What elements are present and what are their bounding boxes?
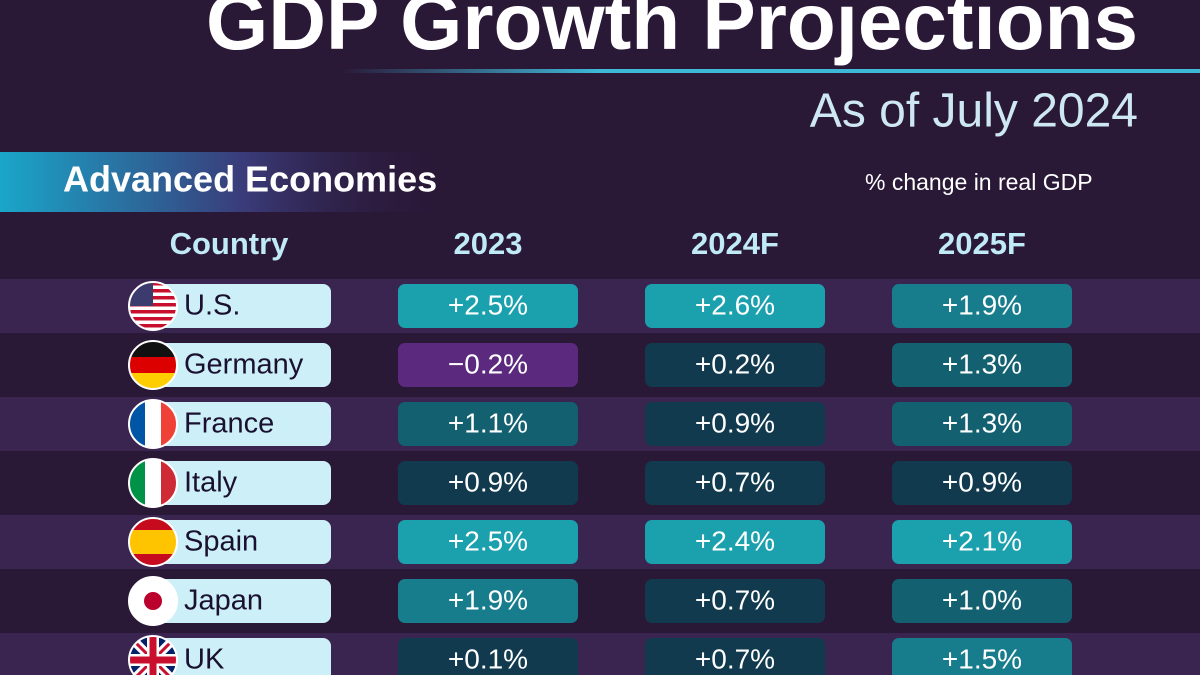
title-rule [340,69,1200,73]
value-pill [645,520,825,564]
value: +0.7% [695,584,775,615]
flag [129,341,177,389]
flag [129,577,177,625]
flag-stripe [129,310,177,314]
value: +0.9% [695,407,775,438]
value-pill [892,638,1072,675]
value-pill [398,343,578,387]
value-pill [892,402,1072,446]
flag-ring [128,399,178,449]
country-pill [150,638,331,675]
value: +0.1% [448,643,528,674]
value: +0.2% [695,348,775,379]
value: +0.9% [942,466,1022,497]
flag-stripe [145,400,161,448]
title: GDP Growth Projections [206,0,1138,66]
value: −0.2% [448,348,528,379]
flag-ring [128,635,178,675]
column-header: 2025F [938,226,1026,261]
section-title: Advanced Economies [63,159,437,200]
value: +1.5% [942,643,1022,674]
flag-stripe [129,530,177,554]
value-pill [398,402,578,446]
value-pill [892,284,1072,328]
value: +0.7% [695,466,775,497]
flag-ring [128,340,178,390]
flag-ring [128,281,178,331]
flag-stripe [129,317,177,321]
value-pill [398,520,578,564]
value-pill [398,284,578,328]
country-pill [150,461,331,505]
flag-stripe [129,324,177,328]
value: +0.9% [448,466,528,497]
value: +2.5% [448,525,528,556]
country-name: Italy [184,467,238,499]
value: +0.7% [695,643,775,674]
value: +2.4% [695,525,775,556]
value-pill [645,284,825,328]
value-pill [645,461,825,505]
flag-ring [128,458,178,508]
country-name: Germany [184,349,304,381]
value-pill [645,579,825,623]
value-pill [645,343,825,387]
subtitle: As of July 2024 [810,85,1138,138]
country-pill [150,284,331,328]
value-pill [645,638,825,675]
value: +2.5% [448,289,528,320]
value-pill [892,520,1072,564]
value: +1.3% [942,407,1022,438]
flag-stripe [145,459,161,507]
column-header: 2024F [691,226,779,261]
flag-disc [144,592,162,610]
column-header: Country [170,226,290,261]
value-pill [892,343,1072,387]
column-header: 2023 [454,226,523,261]
country-pill [150,402,331,446]
country-name: Japan [184,585,263,617]
value-pill [645,402,825,446]
country-pill [150,520,331,564]
value: +1.3% [942,348,1022,379]
country-name: U.S. [184,290,240,322]
value: +1.9% [448,584,528,615]
value: +2.6% [695,289,775,320]
value-pill [398,461,578,505]
flag-ring [128,576,178,626]
country-pill [150,579,331,623]
section-banner [0,152,450,212]
flag [129,282,177,330]
value-pill [892,579,1072,623]
country-name: UK [184,644,225,675]
flag [129,518,177,566]
flag-stripe [129,357,177,373]
value: +2.1% [942,525,1022,556]
unit-note: % change in real GDP [865,169,1093,195]
value-pill [892,461,1072,505]
value-pill [398,638,578,675]
value: +1.1% [448,407,528,438]
value: +1.9% [942,289,1022,320]
value: +1.0% [942,584,1022,615]
country-pill [150,343,331,387]
table: Country 2023 2024F 2025F U.S. +2.5% +2.6% +1.9%… [0,226,1200,675]
flag-cross [129,636,177,675]
country-name: Spain [184,526,258,558]
country-name: France [184,408,274,440]
value-pill [398,579,578,623]
flag-ring [128,517,178,567]
